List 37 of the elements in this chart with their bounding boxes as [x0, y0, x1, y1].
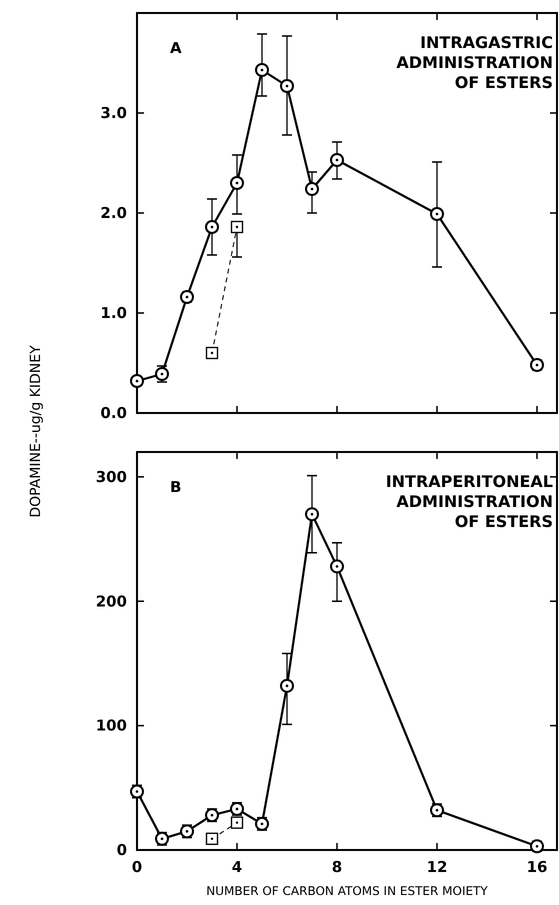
y-tick-label: 0.0 [100, 404, 127, 422]
annotation: A [170, 39, 182, 57]
point [430, 207, 444, 221]
y-tick-label: 3.0 [100, 104, 127, 122]
annotation: B [170, 478, 182, 496]
point [280, 79, 294, 93]
point [230, 816, 244, 829]
point [305, 507, 319, 522]
y-tick-label: 100 [96, 716, 127, 735]
x-tick-label: 0 [132, 858, 142, 876]
annotation: INTRAPERITONEAL ADMINISTRATION OF ESTERS [386, 472, 553, 531]
point [230, 176, 244, 190]
point [130, 374, 144, 388]
point [255, 63, 269, 77]
point [305, 182, 319, 196]
x-tick-label: 8 [332, 858, 342, 876]
point [330, 559, 344, 574]
point [330, 153, 344, 167]
point [205, 220, 219, 234]
y-tick-label: 1.0 [100, 304, 127, 322]
x-tick-label: 16 [526, 858, 548, 876]
y-axis-title: DOPAMINE--ug/g KIDNEY [28, 344, 44, 518]
point [530, 839, 544, 854]
point [230, 220, 244, 234]
point [280, 678, 294, 693]
x-tick-label: 4 [232, 858, 242, 876]
y-tick-label: 300 [96, 468, 127, 486]
point [206, 832, 218, 845]
y-tick-label: 200 [96, 592, 127, 610]
x-tick-label: 12 [426, 858, 448, 876]
x-axis-title: NUMBER OF CARBON ATOMS IN ESTER MOIETY [206, 884, 488, 898]
annotation: INTRAGASTRIC ADMINISTRATION OF ESTERS [396, 33, 553, 92]
point [130, 784, 144, 799]
y-tick-label: 2.0 [100, 204, 127, 222]
point [206, 346, 218, 360]
y-tick-label: 0 [116, 841, 127, 859]
point [530, 358, 544, 372]
